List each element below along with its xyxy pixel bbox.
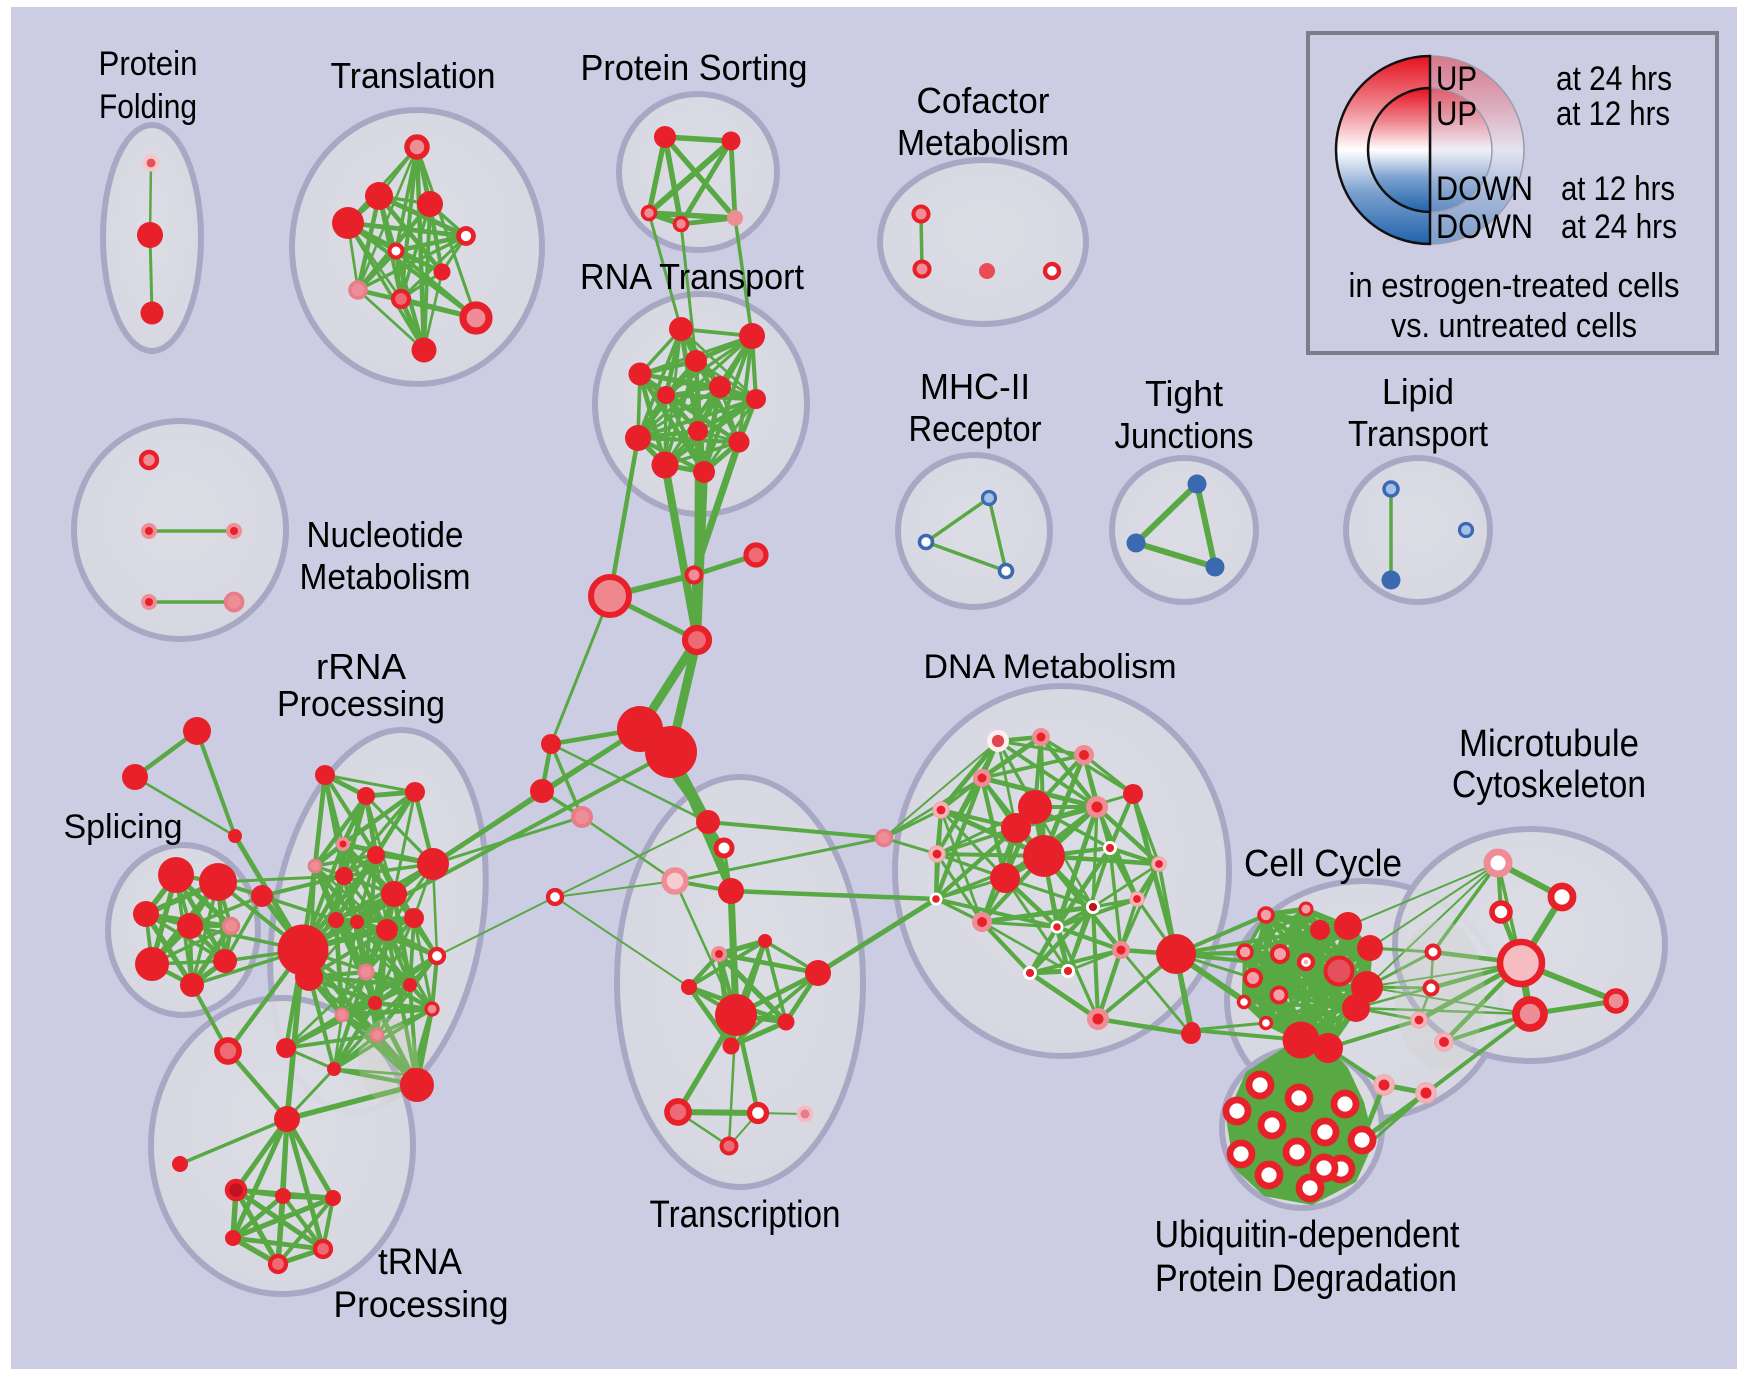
- svg-text:rRNA: rRNA: [316, 646, 406, 687]
- svg-text:at 12 hrs: at 12 hrs: [1561, 170, 1675, 208]
- svg-text:Protein Sorting: Protein Sorting: [581, 47, 808, 88]
- svg-text:at 24 hrs: at 24 hrs: [1561, 208, 1677, 246]
- svg-text:RNA Transport: RNA Transport: [580, 256, 804, 297]
- svg-text:DNA Metabolism: DNA Metabolism: [924, 648, 1177, 686]
- svg-text:Junctions: Junctions: [1115, 415, 1254, 456]
- svg-text:Translation: Translation: [331, 55, 496, 96]
- svg-text:MHC-II: MHC-II: [920, 366, 1030, 407]
- svg-text:in estrogen-treated cells: in estrogen-treated cells: [1349, 267, 1680, 305]
- svg-text:Cofactor: Cofactor: [917, 80, 1050, 121]
- svg-text:Cell Cycle: Cell Cycle: [1244, 843, 1402, 885]
- svg-text:DOWN: DOWN: [1436, 170, 1533, 208]
- svg-text:Lipid: Lipid: [1382, 371, 1454, 412]
- svg-text:Splicing: Splicing: [64, 808, 183, 846]
- svg-text:at 12 hrs: at 12 hrs: [1556, 95, 1670, 133]
- svg-text:Protein: Protein: [99, 45, 198, 83]
- svg-text:Ubiquitin-dependent: Ubiquitin-dependent: [1155, 1214, 1460, 1256]
- svg-text:Metabolism: Metabolism: [897, 122, 1069, 163]
- svg-text:Receptor: Receptor: [909, 408, 1042, 449]
- svg-text:tRNA: tRNA: [378, 1241, 462, 1282]
- svg-text:vs. untreated cells: vs. untreated cells: [1391, 307, 1637, 345]
- svg-text:Processing: Processing: [277, 683, 445, 724]
- svg-text:Processing: Processing: [334, 1284, 509, 1325]
- svg-text:Nucleotide: Nucleotide: [307, 514, 464, 555]
- svg-text:UP: UP: [1436, 95, 1477, 133]
- svg-text:Folding: Folding: [99, 88, 197, 126]
- svg-text:Metabolism: Metabolism: [300, 556, 471, 597]
- svg-text:Tight: Tight: [1145, 373, 1223, 414]
- svg-text:DOWN: DOWN: [1436, 208, 1533, 246]
- svg-text:Microtubule: Microtubule: [1459, 723, 1639, 765]
- svg-text:Protein Degradation: Protein Degradation: [1155, 1258, 1457, 1300]
- svg-text:Transcription: Transcription: [650, 1194, 841, 1236]
- svg-text:at 24 hrs: at 24 hrs: [1556, 60, 1672, 98]
- svg-text:UP: UP: [1436, 60, 1477, 98]
- svg-text:Transport: Transport: [1348, 413, 1488, 454]
- svg-text:Cytoskeleton: Cytoskeleton: [1452, 764, 1646, 806]
